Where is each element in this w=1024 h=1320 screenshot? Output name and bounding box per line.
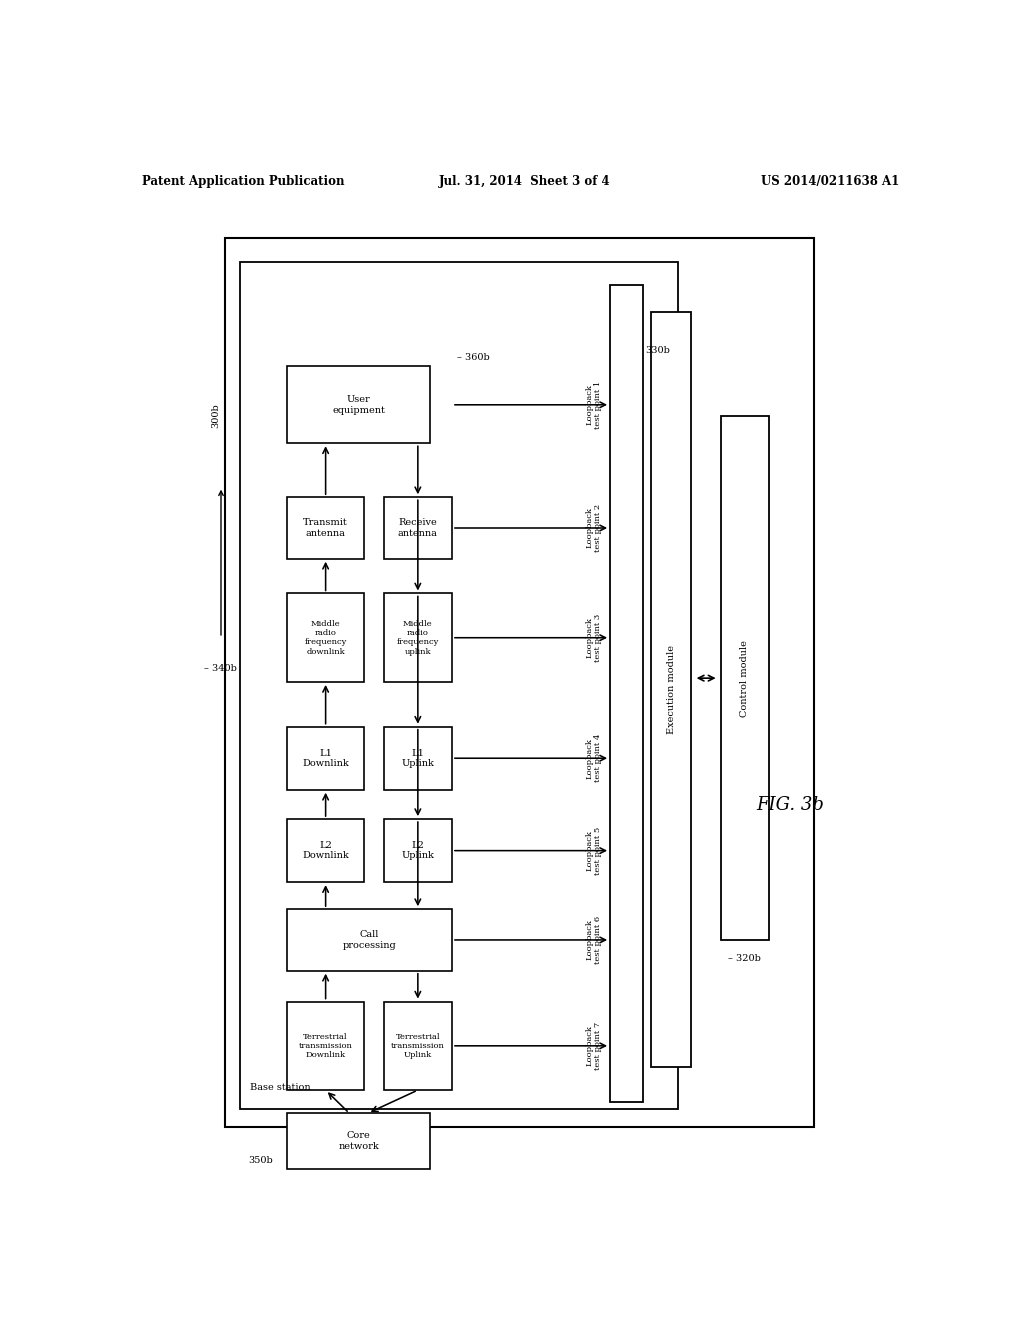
Text: – 320b: – 320b [728, 954, 761, 962]
Text: Loopback
test point 3: Loopback test point 3 [585, 614, 602, 661]
Bar [287, 1002, 365, 1090]
Text: – 340b: – 340b [204, 664, 237, 673]
Text: Terrestrial
transmission
Downlink: Terrestrial transmission Downlink [299, 1032, 352, 1059]
Text: Loopback
test point 2: Loopback test point 2 [585, 504, 602, 552]
Text: FIG. 3b: FIG. 3b [757, 796, 824, 814]
Text: Loopback
test point 5: Loopback test point 5 [585, 826, 602, 875]
Text: 330b: 330b [646, 346, 671, 355]
Bar [384, 498, 452, 558]
Text: L1
Downlink: L1 Downlink [302, 748, 349, 768]
Text: Loopback
test point 4: Loopback test point 4 [585, 734, 602, 783]
Text: Control module: Control module [740, 640, 750, 717]
Text: Jul. 31, 2014  Sheet 3 of 4: Jul. 31, 2014 Sheet 3 of 4 [439, 176, 610, 189]
Text: Middle
radio
frequency
downlink: Middle radio frequency downlink [304, 620, 347, 656]
Text: Core
network: Core network [338, 1131, 379, 1151]
Text: Execution module: Execution module [667, 645, 676, 734]
Bar [287, 909, 452, 970]
Bar [287, 367, 430, 444]
Bar [721, 416, 769, 940]
Text: Terrestrial
transmission
Uplink: Terrestrial transmission Uplink [391, 1032, 444, 1059]
Bar [287, 498, 365, 558]
Text: Middle
radio
frequency
uplink: Middle radio frequency uplink [396, 620, 439, 656]
Bar [651, 313, 691, 1067]
Bar [384, 818, 452, 882]
Bar [384, 594, 452, 682]
Text: L1
Uplink: L1 Uplink [401, 748, 434, 768]
Text: L2
Downlink: L2 Downlink [302, 841, 349, 861]
Text: US 2014/0211638 A1: US 2014/0211638 A1 [761, 176, 899, 189]
Text: Call
processing: Call processing [343, 931, 396, 949]
Text: Patent Application Publication: Patent Application Publication [142, 176, 344, 189]
Text: 350b: 350b [248, 1156, 273, 1164]
Text: Receive
antenna: Receive antenna [398, 519, 438, 537]
Text: User
equipment: User equipment [332, 395, 385, 414]
Bar [287, 1113, 430, 1168]
Bar [287, 594, 365, 682]
Bar [610, 285, 643, 1102]
Text: 300b: 300b [211, 403, 220, 428]
Text: Base station: Base station [250, 1084, 310, 1093]
Bar [384, 726, 452, 789]
Bar [384, 1002, 452, 1090]
Text: Loopback
test point 6: Loopback test point 6 [585, 916, 602, 964]
Text: Loopback
test point 1: Loopback test point 1 [585, 380, 602, 429]
Text: Transmit
antenna: Transmit antenna [303, 519, 348, 537]
Bar [287, 818, 365, 882]
Bar [241, 263, 678, 1109]
Text: L2
Uplink: L2 Uplink [401, 841, 434, 861]
Text: – 360b: – 360b [458, 354, 490, 363]
Bar [225, 238, 814, 1127]
Bar [287, 726, 365, 789]
Text: Loopback
test point 7: Loopback test point 7 [585, 1022, 602, 1071]
